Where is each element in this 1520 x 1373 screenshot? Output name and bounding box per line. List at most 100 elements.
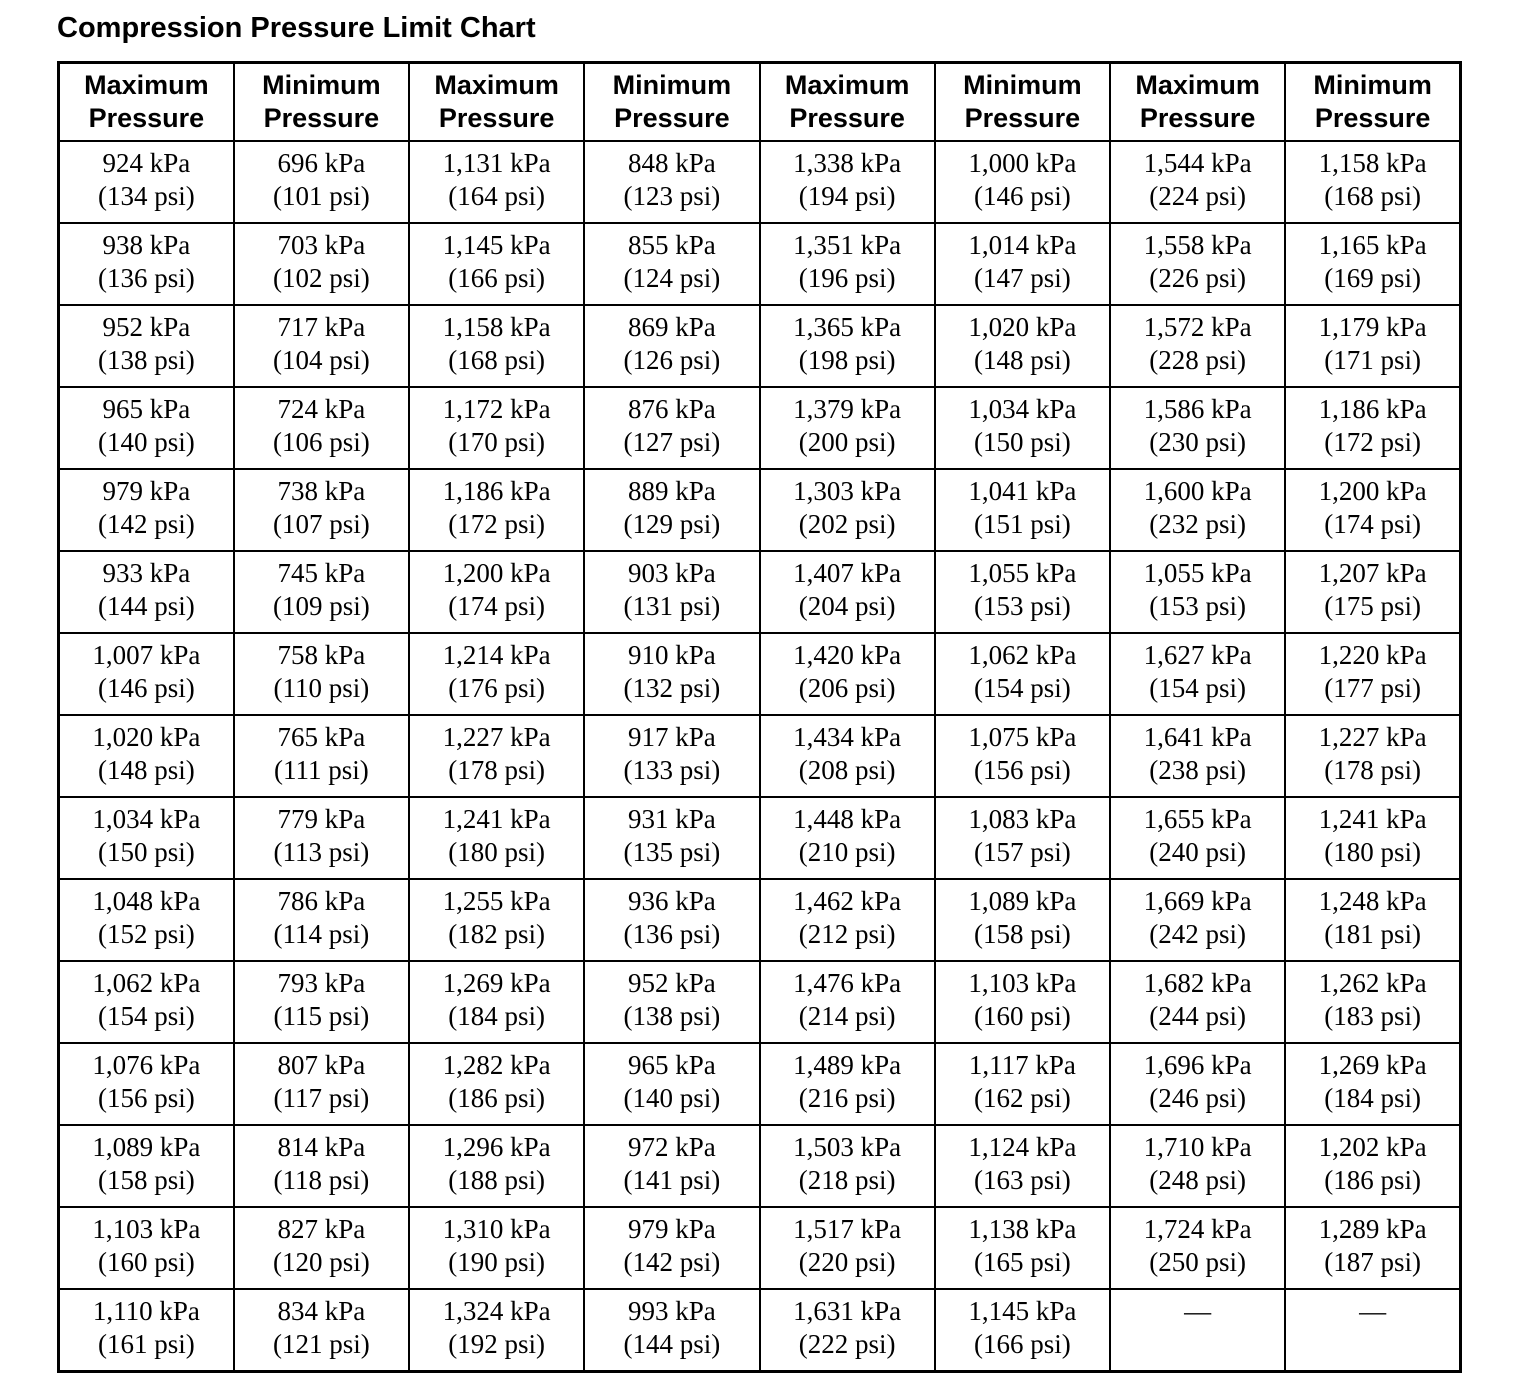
kpa-value: 979 kPa — [102, 476, 191, 506]
kpa-value: 1,138 kPa — [968, 1214, 1077, 1244]
psi-value: (190 psi) — [448, 1247, 545, 1277]
psi-value: (206 psi) — [798, 673, 896, 703]
kpa-value: 703 kPa — [277, 230, 366, 260]
kpa-value: 1,544 kPa — [1143, 148, 1252, 178]
column-header: Maximum Pressure — [407, 61, 586, 142]
pressure-cell: 1,034 kPa (150 psi) — [57, 796, 235, 880]
psi-value: (186 psi) — [1324, 1165, 1421, 1195]
psi-value: (187 psi) — [1324, 1247, 1421, 1277]
kpa-value: 910 kPa — [628, 640, 716, 670]
psi-value: (171 psi) — [1324, 345, 1421, 375]
kpa-value: — — [1184, 1296, 1212, 1326]
psi-value: (114 psi) — [273, 919, 370, 949]
kpa-value: — — [1359, 1296, 1387, 1326]
table-body: 924 kPa (134 psi) 696 kPa (101 psi) 1,131 kP… — [57, 140, 1462, 1373]
kpa-value: 1,365 kPa — [793, 312, 902, 342]
kpa-value: 1,227 kPa — [1318, 722, 1427, 752]
psi-value: (192 psi) — [448, 1329, 545, 1359]
pressure-cell: 1,248 kPa (181 psi) — [1284, 878, 1462, 962]
pressure-cell: 1,179 kPa (171 psi) — [1284, 304, 1462, 388]
psi-value: (150 psi) — [98, 837, 195, 867]
pressure-cell: 1,241 kPa (180 psi) — [1284, 796, 1462, 880]
table-row: 938 kPa (136 psi) 703 kPa (102 psi) 1,145 kP… — [57, 222, 1462, 306]
table-row: 1,020 kPa (148 psi) 765 kPa (111 psi) 1,227 … — [57, 714, 1462, 798]
kpa-value: 1,724 kPa — [1143, 1214, 1252, 1244]
pressure-cell: 1,034 kPa (150 psi) — [933, 386, 1112, 470]
psi-value: (166 psi) — [448, 263, 545, 293]
pressure-cell: 938 kPa (136 psi) — [57, 222, 235, 306]
kpa-value: 1,262 kPa — [1318, 968, 1427, 998]
kpa-value: 1,200 kPa — [1318, 476, 1427, 506]
pressure-cell: 910 kPa (132 psi) — [583, 632, 761, 716]
pressure-cell: 931 kPa (135 psi) — [583, 796, 761, 880]
psi-value: (136 psi) — [98, 263, 195, 293]
pressure-cell: 1,089 kPa (158 psi) — [57, 1124, 235, 1208]
psi-value: (102 psi) — [273, 263, 370, 293]
pressure-cell: 1,227 kPa (178 psi) — [407, 714, 586, 798]
pressure-cell: 1,186 kPa (172 psi) — [407, 468, 586, 552]
psi-value: (181 psi) — [1324, 919, 1421, 949]
psi-value: (180 psi) — [448, 837, 545, 867]
pressure-cell: 758 kPa (110 psi) — [232, 632, 411, 716]
psi-value: (107 psi) — [273, 509, 370, 539]
kpa-value: 1,103 kPa — [92, 1214, 201, 1244]
pressure-cell: 876 kPa (127 psi) — [583, 386, 761, 470]
psi-value: (163 psi) — [974, 1165, 1071, 1195]
kpa-value: 1,020 kPa — [968, 312, 1077, 342]
table-row: 1,062 kPa (154 psi) 793 kPa (115 psi) 1,269 … — [57, 960, 1462, 1044]
kpa-value: 1,202 kPa — [1318, 1132, 1427, 1162]
pressure-cell: 807 kPa (117 psi) — [232, 1042, 411, 1126]
kpa-value: 917 kPa — [628, 722, 716, 752]
page-title: Compression Pressure Limit Chart — [57, 12, 536, 44]
psi-value: (238 psi) — [1149, 755, 1246, 785]
kpa-value: 979 kPa — [628, 1214, 716, 1244]
psi-value: (208 psi) — [798, 755, 896, 785]
kpa-value: 1,420 kPa — [793, 640, 902, 670]
kpa-value: 1,503 kPa — [793, 1132, 902, 1162]
kpa-value: 1,489 kPa — [793, 1050, 902, 1080]
pressure-cell: 1,062 kPa (154 psi) — [933, 632, 1112, 716]
psi-value: (184 psi) — [1324, 1083, 1421, 1113]
psi-value: (222 psi) — [798, 1329, 896, 1359]
kpa-value: 793 kPa — [277, 968, 366, 998]
kpa-value: 1,296 kPa — [442, 1132, 551, 1162]
pressure-cell: — — [1284, 1288, 1462, 1373]
psi-value: (228 psi) — [1149, 345, 1246, 375]
psi-value: (164 psi) — [448, 181, 545, 211]
pressure-cell: 1,055 kPa (153 psi) — [933, 550, 1112, 634]
pressure-cell: 1,269 kPa (184 psi) — [1284, 1042, 1462, 1126]
psi-value: (162 psi) — [974, 1083, 1071, 1113]
kpa-value: 1,303 kPa — [793, 476, 902, 506]
psi-value: (134 psi) — [98, 181, 195, 211]
pressure-cell: 1,200 kPa (174 psi) — [407, 550, 586, 634]
psi-value: (169 psi) — [1324, 263, 1421, 293]
psi-value: (196 psi) — [798, 263, 896, 293]
psi-value: (148 psi) — [974, 345, 1071, 375]
header-row: Maximum Pressure Minimum Pressure Maximum … — [57, 61, 1462, 142]
pressure-cell: 1,682 kPa (244 psi) — [1108, 960, 1287, 1044]
kpa-value: 1,220 kPa — [1318, 640, 1427, 670]
psi-value: (230 psi) — [1149, 427, 1246, 457]
psi-value: (226 psi) — [1149, 263, 1246, 293]
psi-value: (111 psi) — [274, 755, 369, 785]
pressure-cell: 979 kPa (142 psi) — [583, 1206, 761, 1290]
kpa-value: 1,000 kPa — [968, 148, 1077, 178]
psi-value: (242 psi) — [1149, 919, 1246, 949]
kpa-value: 1,351 kPa — [793, 230, 902, 260]
kpa-value: 1,255 kPa — [442, 886, 551, 916]
pressure-cell: 1,310 kPa (190 psi) — [407, 1206, 586, 1290]
pressure-cell: 848 kPa (123 psi) — [583, 140, 761, 224]
pressure-cell: 1,503 kPa (218 psi) — [758, 1124, 936, 1208]
psi-value: (110 psi) — [273, 673, 370, 703]
column-header: Minimum Pressure — [1284, 61, 1462, 142]
kpa-value: 717 kPa — [277, 312, 366, 342]
psi-value: (186 psi) — [448, 1083, 545, 1113]
psi-value: (120 psi) — [273, 1247, 370, 1277]
pressure-cell: 703 kPa (102 psi) — [232, 222, 411, 306]
pressure-cell: 1,075 kPa (156 psi) — [933, 714, 1112, 798]
kpa-value: 1,407 kPa — [793, 558, 902, 588]
table-row: 1,110 kPa (161 psi) 834 kPa (121 psi) 1,324 … — [57, 1288, 1462, 1373]
column-header: Maximum Pressure — [758, 61, 936, 142]
kpa-value: 1,572 kPa — [1143, 312, 1252, 342]
kpa-value: 834 kPa — [277, 1296, 366, 1326]
